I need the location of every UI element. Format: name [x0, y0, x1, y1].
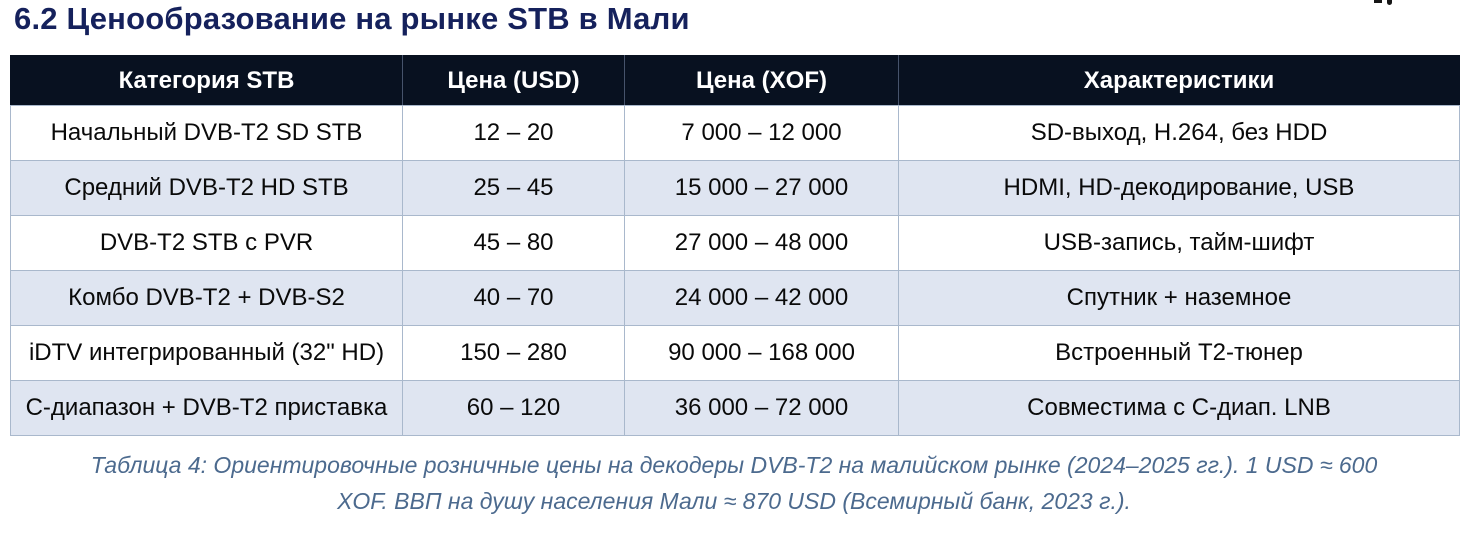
cell-category: iDTV интегрированный (32" HD) [10, 325, 403, 381]
cell-price-usd: 60 – 120 [402, 380, 625, 436]
cell-category: Начальный DVB-T2 SD STB [10, 105, 403, 161]
cell-price-xof: 27 000 – 48 000 [624, 215, 899, 271]
cell-features: USB-запись, тайм-шифт [898, 215, 1460, 271]
cell-category: Средний DVB-T2 HD STB [10, 160, 403, 216]
cell-category: DVB-T2 STB с PVR [10, 215, 403, 271]
cell-price-xof: 90 000 – 168 000 [624, 325, 899, 381]
table-row: DVB-T2 STB с PVR 45 – 80 27 000 – 48 000 US… [10, 215, 1460, 271]
header-features: Характеристики [898, 55, 1460, 106]
header-row: Категория STB Цена (USD) Цена (XOF) Хара… [10, 55, 1460, 106]
table-caption-line-1: Таблица 4: Ориентировочные розничные цен… [90, 452, 1378, 478]
cell-features: Встроенный Т2-тюнер [898, 325, 1460, 381]
cell-price-xof: 15 000 – 27 000 [624, 160, 899, 216]
table-caption-line-2: XOF. ВВП на душу населения Мали ≈ 870 US… [337, 488, 1131, 514]
cell-category: C-диапазон + DVB-T2 приставка [10, 380, 403, 436]
cell-category: Комбо DVB-T2 + DVB-S2 [10, 270, 403, 326]
clipped-text-artifact [1374, 0, 1394, 6]
page-title: 6.2 Ценообразование на рынке STB в Мали [14, 1, 690, 36]
pricing-table-header: Категория STB Цена (USD) Цена (XOF) Хара… [10, 55, 1460, 106]
cell-price-xof: 36 000 – 72 000 [624, 380, 899, 436]
cell-price-usd: 25 – 45 [402, 160, 625, 216]
table-caption: Таблица 4: Ориентировочные розничные цен… [0, 447, 1468, 519]
cell-price-usd: 45 – 80 [402, 215, 625, 271]
cell-price-usd: 12 – 20 [402, 105, 625, 161]
header-price-usd: Цена (USD) [402, 55, 625, 106]
cell-features: SD-выход, H.264, без HDD [898, 105, 1460, 161]
cell-price-xof: 24 000 – 42 000 [624, 270, 899, 326]
cell-features: Спутник + наземное [898, 270, 1460, 326]
pricing-table-body: Начальный DVB-T2 SD STB 12 – 20 7 000 – 12… [10, 105, 1460, 436]
table-row: Начальный DVB-T2 SD STB 12 – 20 7 000 – 12… [10, 105, 1460, 161]
cell-features: Совместима с C-диап. LNB [898, 380, 1460, 436]
cell-price-usd: 150 – 280 [402, 325, 625, 381]
header-category: Категория STB [10, 55, 403, 106]
cell-price-xof: 7 000 – 12 000 [624, 105, 899, 161]
cell-price-usd: 40 – 70 [402, 270, 625, 326]
stb-pricing-table: Категория STB Цена (USD) Цена (XOF) Хара… [10, 55, 1460, 436]
table-row: C-диапазон + DVB-T2 приставка 60 – 120 36 … [10, 380, 1460, 436]
header-price-xof: Цена (XOF) [624, 55, 899, 106]
table-row: Средний DVB-T2 HD STB 25 – 45 15 000 – 27 … [10, 160, 1460, 216]
table-row: Комбо DVB-T2 + DVB-S2 40 – 70 24 000 – 42 … [10, 270, 1460, 326]
table-row: iDTV интегрированный (32" HD) 150 – 280 90… [10, 325, 1460, 381]
cell-features: HDMI, HD-декодирование, USB [898, 160, 1460, 216]
